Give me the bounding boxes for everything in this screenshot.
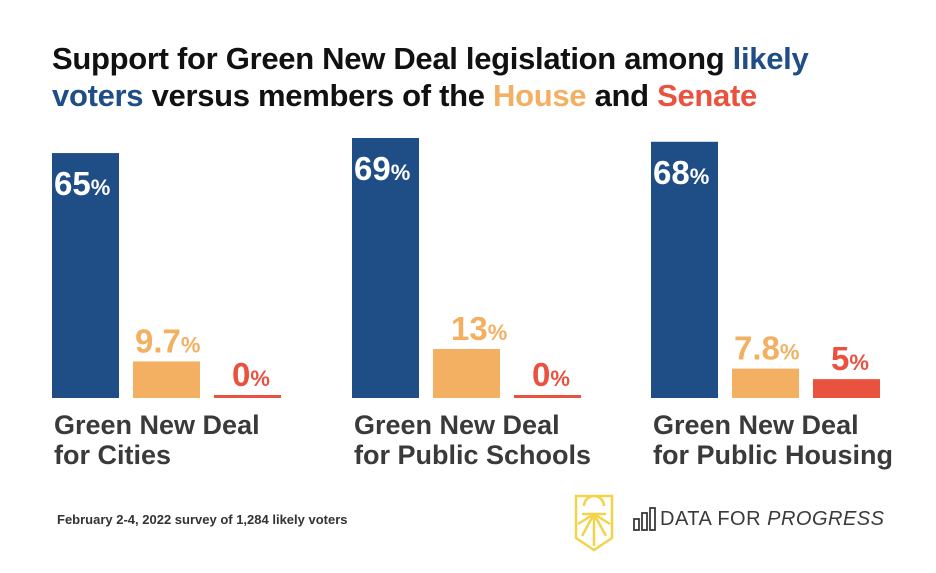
category-label: Green New Deal <box>354 410 560 440</box>
bar-value-label-voters: 69% <box>354 150 410 187</box>
bar-voters <box>651 141 718 398</box>
bar-house <box>433 349 500 398</box>
brand-name-regular: DATA FOR <box>660 508 768 530</box>
title-text: and <box>586 78 658 113</box>
bar-value-label-house: 9.7% <box>135 322 200 359</box>
bar-house <box>133 361 200 398</box>
bar-voters <box>352 138 419 398</box>
category-label: for Public Housing <box>653 440 893 470</box>
brand-name: DATA FOR PROGRESS <box>660 508 884 531</box>
brand-name-italic: PROGRESS <box>767 508 885 530</box>
bar-voters <box>52 153 119 398</box>
title-text: versus members of the <box>143 78 493 113</box>
bar-senate <box>214 395 281 398</box>
bar-house <box>732 368 799 398</box>
bar-value-label-voters: 65% <box>54 165 110 202</box>
bar-group: 69% 13% 0% <box>352 138 581 398</box>
category-label: for Public Schools <box>354 440 591 470</box>
title-text: Support for Green New Deal legislation a… <box>52 41 733 76</box>
brand-logo <box>574 494 656 552</box>
survey-footnote: February 2-4, 2022 survey of 1,284 likel… <box>57 512 348 527</box>
category-label: Green New Deal <box>54 410 260 440</box>
category-label: Green New Deal <box>653 410 859 440</box>
bar-value-label-senate: 0% <box>532 356 570 393</box>
sunrise-logo-icon <box>574 494 614 552</box>
title-senate: Senate <box>657 78 757 113</box>
bar-value-label-house: 13% <box>451 310 507 347</box>
title-house: House <box>493 78 587 113</box>
bar-value-label-senate: 5% <box>831 340 869 377</box>
bar-group: 65% 9.7% 0% <box>52 153 281 398</box>
bar-group: 68% 7.8% 5% <box>651 141 880 398</box>
category-label: for Cities <box>54 440 171 470</box>
title-voters: likely voters <box>52 41 809 113</box>
bar-value-label-house: 7.8% <box>734 330 799 367</box>
bar-senate <box>514 395 581 398</box>
bar-value-label-voters: 68% <box>653 154 709 191</box>
bar-senate <box>813 379 880 398</box>
bar-value-label-senate: 0% <box>232 356 270 393</box>
chart-title: Support for Green New Deal legislation a… <box>52 40 892 114</box>
bar-chart-icon <box>633 507 656 531</box>
